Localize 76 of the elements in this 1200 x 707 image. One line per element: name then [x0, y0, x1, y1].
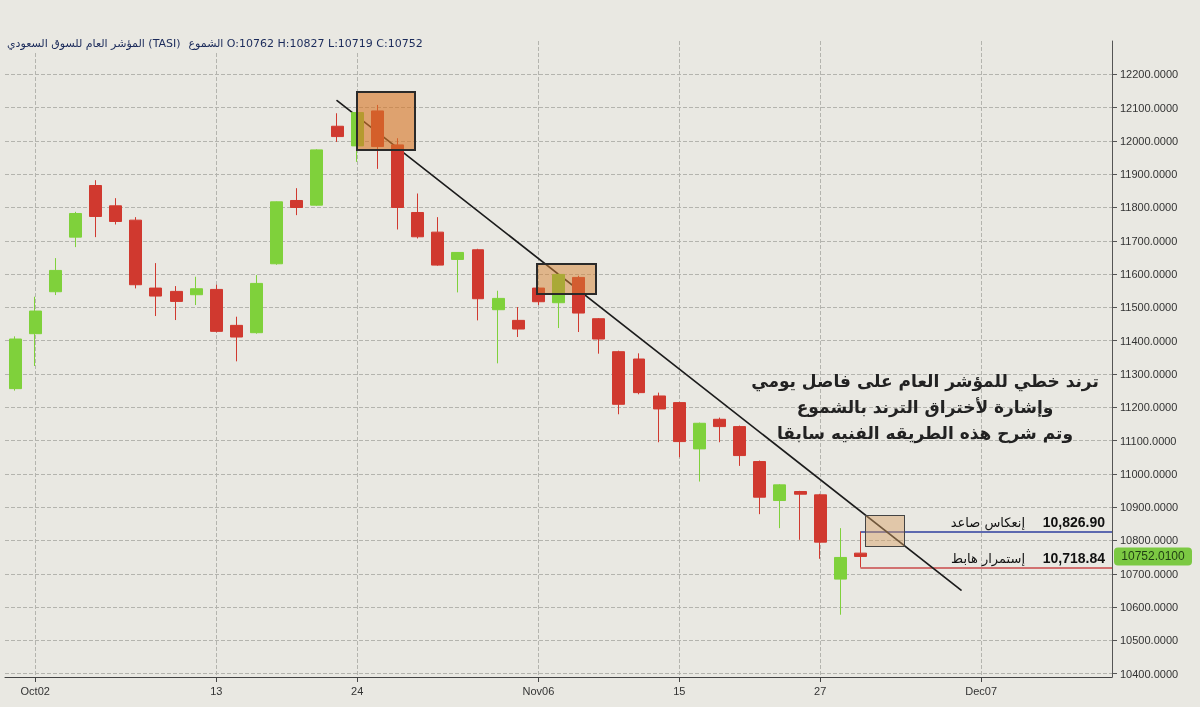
candlestick [713, 417, 726, 443]
candlestick [472, 248, 484, 321]
candlestick [69, 211, 82, 248]
candlestick [230, 316, 243, 362]
candlestick [331, 112, 344, 143]
annotation: 10,718.84 [1042, 549, 1106, 566]
candlestick [753, 460, 766, 515]
candlestick [210, 284, 223, 333]
candlestick [572, 275, 585, 333]
x-tick-label: Oct02 [20, 684, 50, 697]
candlestick [310, 148, 323, 207]
candlestick [149, 262, 162, 317]
chart-title: المؤشر العام للسوق السعودي (TASI) [7, 37, 181, 50]
x-tick-label: Dec07 [965, 684, 998, 697]
y-tick-label: 10900.0000 [1120, 501, 1179, 514]
y-tick-label: 12100.0000 [1120, 101, 1179, 114]
candlestick [129, 216, 142, 289]
candlestick [693, 422, 706, 483]
text: 10752.0100 [1121, 549, 1186, 564]
x-tick-label: 27 [814, 684, 827, 697]
y-tick-label: 11100.0000 [1120, 434, 1177, 447]
candlestick [270, 201, 283, 266]
y-tick-label: 10700.0000 [1120, 567, 1179, 580]
candlestick [190, 276, 203, 306]
candlestick [653, 392, 666, 443]
candlestick [834, 527, 847, 616]
candlestick [29, 296, 42, 367]
candlestick [854, 530, 867, 568]
y-tick-label: 11600.0000 [1120, 268, 1178, 281]
y-tick-label: 11000.0000 [1120, 467, 1178, 480]
candlestick [431, 216, 444, 267]
y-tick-label: 11900.0000 [1120, 168, 1178, 181]
candlestick [411, 193, 424, 239]
annotation: ترند خطي للمؤشر العام على فاصل يومي وإشارة لأختراق الترند بالشموع وتم شرح هذه الطريقه الفنيه سابقا [751, 371, 1099, 444]
candlestick [391, 137, 404, 230]
y-tick-label: 11200.0000 [1120, 401, 1178, 414]
y-tick-label: 12000.0000 [1120, 134, 1179, 147]
y-tick-label: 10600.0000 [1120, 601, 1179, 614]
ref-line-label: إنعكاس صاعد [950, 514, 1025, 531]
candlestick [673, 401, 686, 458]
candlestick [592, 317, 605, 355]
candlestick [170, 285, 183, 321]
y-tick-label: 11400.0000 [1120, 334, 1178, 347]
y-tick-label: 10400.0000 [1120, 667, 1179, 680]
x-tick-label: 24 [351, 684, 364, 697]
y-tick-label: 10500.0000 [1120, 634, 1179, 647]
y-tick-label: 12200.0000 [1120, 68, 1179, 81]
candlestick [814, 493, 827, 560]
candlestick [733, 425, 746, 467]
x-tick-label: 15 [673, 684, 686, 697]
y-tick-label: 11800.0000 [1120, 201, 1178, 214]
candlestick [89, 179, 102, 238]
ref-line-label: إستمرار هابط [951, 550, 1025, 567]
candlestick [794, 490, 807, 541]
y-tick-label: 11300.0000 [1120, 367, 1178, 380]
chart-subtitle: الشموع O:10762 H:10827 L:10719 C:10752 [188, 37, 423, 50]
y-tick-label: 10800.0000 [1120, 534, 1179, 547]
candlestick [290, 187, 303, 216]
candlestick [451, 251, 464, 293]
candlestick [351, 110, 364, 163]
x-tick-label: 13 [210, 684, 223, 697]
candlestick [532, 286, 545, 306]
candlestick [612, 350, 625, 415]
candlestick [492, 290, 505, 364]
y-tick-label: 11700.0000 [1120, 234, 1178, 247]
candlestick [109, 197, 122, 225]
candlestick [633, 352, 645, 395]
candlestick [9, 335, 22, 392]
candlestick [250, 274, 263, 335]
candlestick [773, 483, 786, 529]
candlestick [552, 272, 565, 329]
candlestick [49, 257, 62, 296]
candlestick [512, 306, 525, 338]
annotation: 10,826.90 [1042, 513, 1106, 530]
y-tick-label: 11500.0000 [1120, 301, 1178, 314]
x-tick-label: Nov06 [522, 684, 555, 697]
